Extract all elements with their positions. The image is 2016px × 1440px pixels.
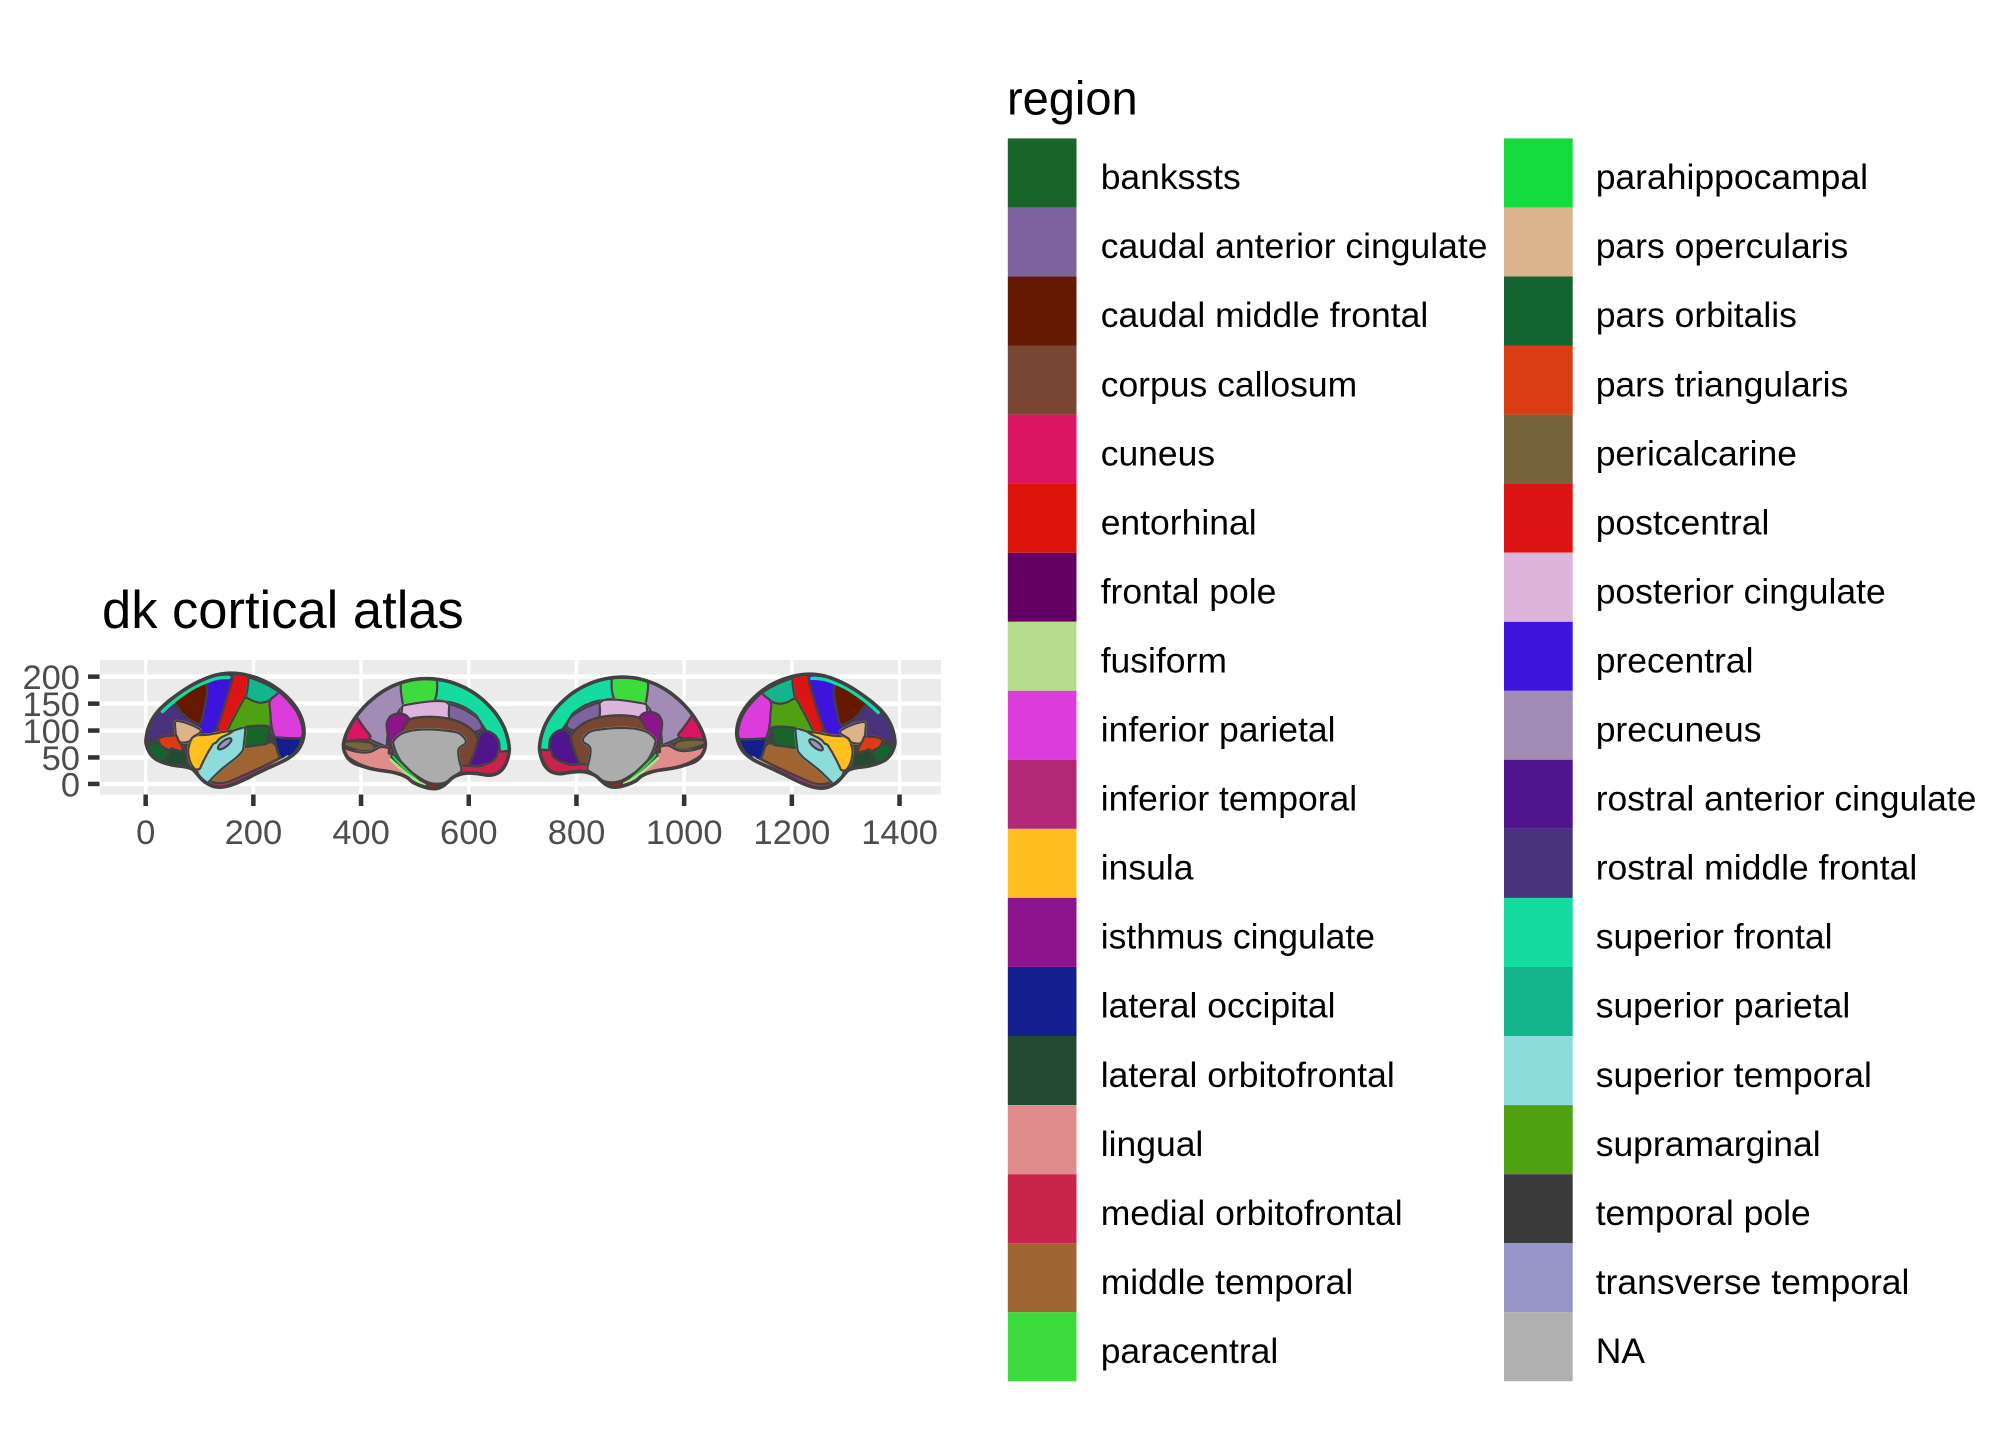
svg-text:entorhinal: entorhinal — [1101, 502, 1257, 542]
svg-text:pars orbitalis: pars orbitalis — [1596, 295, 1797, 335]
svg-text:bankssts: bankssts — [1101, 157, 1241, 197]
svg-text:fusiform: fusiform — [1101, 641, 1227, 681]
svg-text:lateral orbitofrontal: lateral orbitofrontal — [1101, 1055, 1395, 1095]
svg-text:rostral anterior cingulate: rostral anterior cingulate — [1596, 779, 1977, 819]
svg-text:pars triangularis: pars triangularis — [1596, 364, 1849, 404]
svg-text:superior frontal: superior frontal — [1596, 917, 1833, 957]
svg-text:superior temporal: superior temporal — [1596, 1055, 1872, 1095]
svg-text:paracentral: paracentral — [1101, 1331, 1279, 1371]
svg-text:NA: NA — [1596, 1331, 1646, 1371]
svg-text:200: 200 — [22, 659, 80, 697]
svg-text:1200: 1200 — [754, 814, 831, 852]
svg-text:caudal anterior cingulate: caudal anterior cingulate — [1101, 226, 1488, 266]
svg-text:1400: 1400 — [861, 814, 938, 852]
svg-text:pars opercularis: pars opercularis — [1596, 226, 1849, 266]
svg-text:corpus callosum: corpus callosum — [1101, 364, 1358, 404]
svg-text:frontal pole: frontal pole — [1101, 571, 1277, 611]
svg-text:100: 100 — [22, 713, 80, 751]
svg-text:800: 800 — [548, 814, 606, 852]
svg-text:precentral: precentral — [1596, 641, 1754, 681]
svg-text:lingual: lingual — [1101, 1124, 1204, 1164]
svg-text:precuneus: precuneus — [1596, 710, 1762, 750]
svg-text:0: 0 — [61, 767, 80, 805]
svg-text:dk cortical atlas: dk cortical atlas — [102, 581, 464, 640]
svg-text:1000: 1000 — [646, 814, 723, 852]
svg-text:temporal pole: temporal pole — [1596, 1193, 1811, 1233]
svg-text:insula: insula — [1101, 848, 1194, 888]
svg-text:cuneus: cuneus — [1101, 433, 1215, 473]
svg-text:rostral middle frontal: rostral middle frontal — [1596, 848, 1918, 888]
svg-text:transverse temporal: transverse temporal — [1596, 1262, 1910, 1302]
svg-text:postcentral: postcentral — [1596, 502, 1770, 542]
svg-text:150: 150 — [22, 686, 80, 724]
svg-text:isthmus cingulate: isthmus cingulate — [1101, 917, 1375, 957]
svg-text:lateral occipital: lateral occipital — [1101, 986, 1336, 1026]
svg-text:inferior parietal: inferior parietal — [1101, 710, 1336, 750]
svg-text:middle temporal: middle temporal — [1101, 1262, 1354, 1302]
svg-text:400: 400 — [332, 814, 390, 852]
svg-text:medial orbitofrontal: medial orbitofrontal — [1101, 1193, 1403, 1233]
svg-text:posterior cingulate: posterior cingulate — [1596, 571, 1886, 611]
svg-text:0: 0 — [136, 814, 155, 852]
svg-text:inferior temporal: inferior temporal — [1101, 779, 1358, 819]
svg-text:region: region — [1007, 71, 1138, 124]
svg-text:caudal middle frontal: caudal middle frontal — [1101, 295, 1429, 335]
svg-text:pericalcarine: pericalcarine — [1596, 433, 1797, 473]
svg-text:600: 600 — [440, 814, 498, 852]
svg-text:50: 50 — [42, 740, 80, 778]
svg-text:supramarginal: supramarginal — [1596, 1124, 1821, 1164]
svg-text:superior parietal: superior parietal — [1596, 986, 1851, 1026]
svg-text:parahippocampal: parahippocampal — [1596, 157, 1868, 197]
svg-text:200: 200 — [225, 814, 283, 852]
